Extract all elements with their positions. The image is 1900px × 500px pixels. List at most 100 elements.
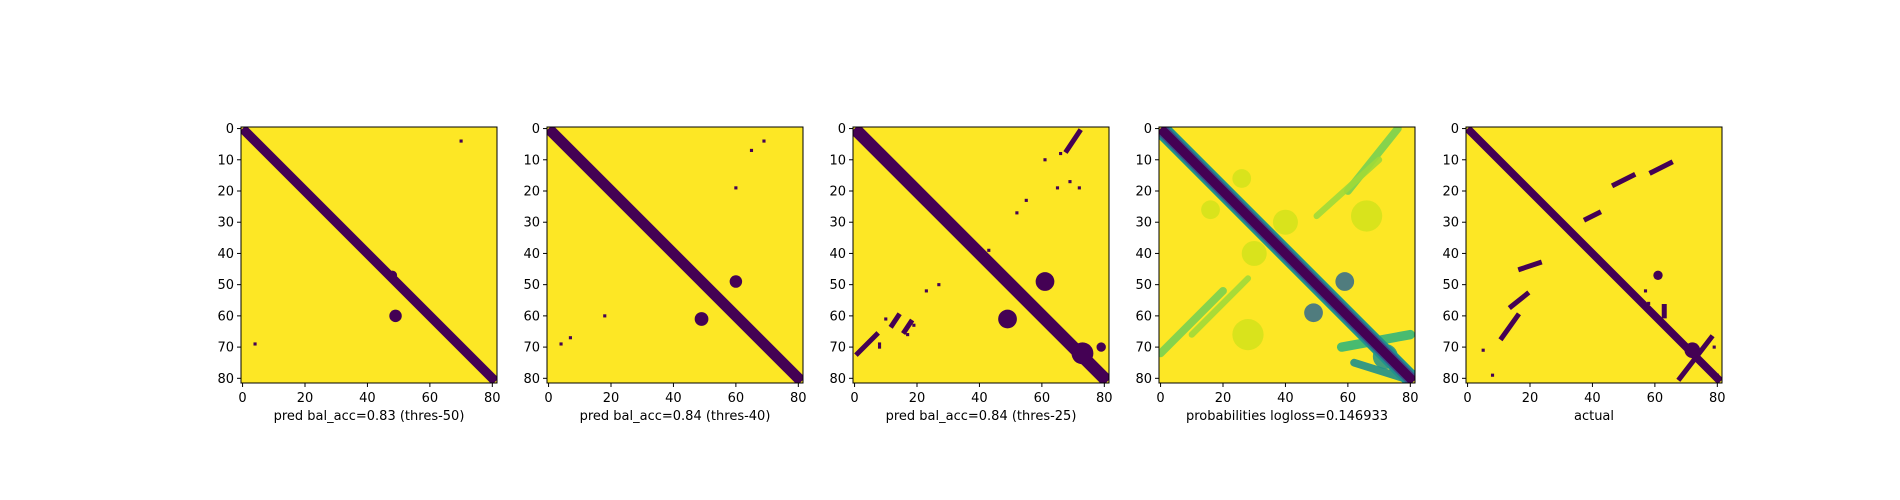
y-tick-label: 30: [523, 216, 540, 231]
contact-cell: [974, 248, 978, 252]
contact-blob: [389, 309, 402, 323]
y-tick-label: 10: [217, 153, 234, 168]
contact-cell: [749, 148, 754, 152]
y-tick-label: 10: [1442, 153, 1459, 168]
contact-cell: [912, 323, 916, 327]
x-tick-label: 80: [1096, 391, 1113, 406]
x-tick-label: 0: [1463, 391, 1471, 406]
y-tick-label: 10: [829, 153, 846, 168]
contact-cell: [1055, 186, 1060, 190]
heatmap-panel-3: 0 10 20 30 40 50 60 70 80 0 20 40 60 80 pred bal_acc=0…: [829, 122, 1112, 424]
contact-blob: [1653, 270, 1663, 280]
x-axis-label: actual: [1574, 409, 1614, 424]
contact-cell: [937, 283, 941, 287]
diagonal-band: [853, 127, 1109, 383]
heatmap-panel-2: 0 10 20 30 40 50 60 70 80 0 20 40 60 80 pred bal_acc=0…: [523, 122, 806, 424]
y-tick-label: 70: [523, 341, 540, 356]
y-tick-label: 80: [1442, 372, 1459, 387]
y-tick-label: 50: [217, 278, 234, 293]
axes-frame: [1158, 126, 1416, 384]
contact-cell: [906, 333, 910, 337]
y-tick-label: 30: [1442, 216, 1459, 231]
y-tick-label: 40: [829, 247, 846, 262]
y-tick-label: 20: [829, 185, 846, 200]
contact-cell: [877, 342, 882, 346]
x-tick-label: 40: [359, 391, 376, 406]
y-tick-label: 50: [1442, 278, 1459, 293]
axes-frame: [1465, 126, 1723, 384]
y-tick-label: 20: [217, 185, 234, 200]
x-tick-label: 80: [1402, 391, 1419, 406]
x-tick-label: 0: [544, 391, 552, 406]
contact-cell: [253, 342, 257, 346]
axes-frame: [852, 126, 1110, 384]
y-tick-label: 20: [1135, 185, 1152, 200]
probability-blob: [1232, 169, 1252, 188]
heatmap-cells: [241, 127, 497, 383]
x-tick-label: 20: [603, 391, 620, 406]
y-tick-label: 0: [1144, 122, 1152, 137]
x-tick-label: 60: [1647, 391, 1664, 406]
contact-segment: [901, 318, 915, 335]
y-tick-label: 60: [523, 309, 540, 324]
contact-segment: [888, 312, 902, 329]
contact-cell: [884, 317, 888, 321]
y-tick-label: 10: [1135, 153, 1152, 168]
contact-segment: [1582, 209, 1603, 223]
contact-cell: [568, 336, 572, 340]
x-tick-label: 80: [1709, 391, 1726, 406]
diagonal-band: [1159, 127, 1415, 383]
contact-cell: [1481, 348, 1485, 352]
diagonal-band: [241, 127, 497, 383]
y-tick-label: 30: [1135, 216, 1152, 231]
x-axis-label: pred bal_acc=0.84 (thres-25): [886, 409, 1077, 424]
y-tick-label: 0: [532, 122, 540, 137]
contact-cell: [734, 186, 738, 190]
y-tick-label: 60: [217, 309, 234, 324]
contact-cell: [971, 248, 975, 252]
probability-blob: [1272, 209, 1298, 235]
contact-segment: [854, 331, 880, 357]
heatmap-cells: [1466, 127, 1722, 383]
x-tick-label: 60: [1340, 391, 1357, 406]
contact-cell: [459, 139, 463, 143]
contact-cell: [1490, 373, 1495, 377]
probability-blob: [1232, 319, 1264, 351]
y-tick-label: 60: [1442, 309, 1459, 324]
axes-frame: [240, 126, 498, 384]
diagonal-band: [547, 127, 803, 383]
y-tick-label: 80: [523, 372, 540, 387]
heatmap-cells: [547, 127, 803, 383]
y-tick-label: 0: [1451, 122, 1459, 137]
contact-blob: [694, 312, 709, 326]
y-tick-label: 60: [1135, 309, 1152, 324]
contact-cell: [559, 342, 563, 346]
y-tick-label: 80: [829, 372, 846, 387]
heatmap-cells: [1159, 127, 1415, 383]
contact-blob: [1684, 342, 1701, 359]
contact-blob: [387, 270, 398, 280]
y-tick-label: 80: [1135, 372, 1152, 387]
x-axis-label: pred bal_acc=0.84 (thres-40): [580, 409, 771, 424]
x-tick-label: 0: [1156, 391, 1164, 406]
contact-blob: [1071, 342, 1094, 365]
probability-band: [1313, 156, 1383, 220]
probability-blob: [1335, 272, 1355, 291]
x-tick-label: 60: [1034, 391, 1051, 406]
y-tick-label: 0: [226, 122, 234, 137]
y-tick-label: 40: [1135, 247, 1152, 262]
heatmap-panel-5: 0 10 20 30 40 50 60 70 80 0 20 40 60 80 actual: [1442, 122, 1725, 424]
diagonal-band: [1466, 127, 1722, 383]
contact-cell: [987, 248, 991, 252]
y-tick-label: 0: [838, 122, 846, 137]
contact-segment: [1507, 290, 1531, 311]
y-tick-label: 30: [217, 216, 234, 231]
y-tick-label: 40: [523, 247, 540, 262]
y-tick-label: 20: [523, 185, 540, 200]
heatmap-panel-4: 0 10 20 30 40 50 60 70 80 0 20 40 60 80 probabilities …: [1135, 122, 1418, 424]
x-tick-label: 80: [484, 391, 501, 406]
contact-segment: [1648, 159, 1674, 176]
contact-cell: [1043, 158, 1047, 162]
